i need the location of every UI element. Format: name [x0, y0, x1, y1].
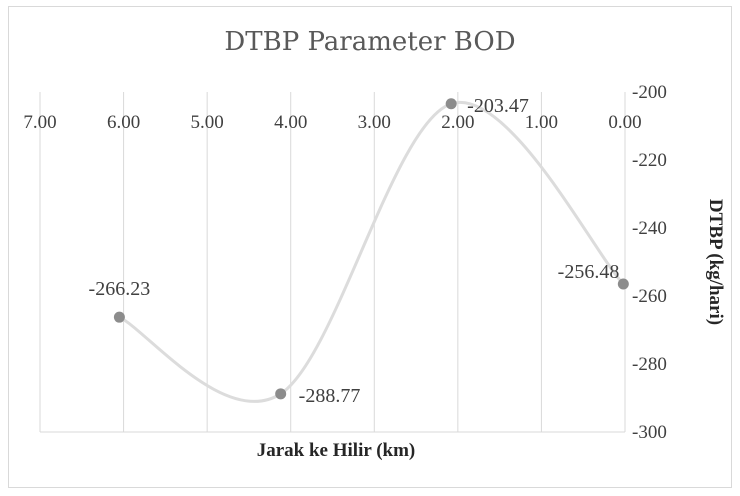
y-tick-label: -240	[632, 218, 667, 239]
data-point	[113, 311, 125, 323]
x-tick-label: 2.00	[441, 112, 474, 133]
chart-frame	[8, 6, 732, 488]
x-tick-label: 3.00	[358, 112, 391, 133]
data-label: -266.23	[89, 278, 151, 300]
gridlines	[39, 92, 626, 433]
data-label: -203.47	[467, 95, 529, 117]
x-tick-label: 0.00	[608, 112, 641, 133]
series-line	[118, 100, 625, 403]
y-tick-label: -220	[632, 150, 667, 171]
x-tick-label: 1.00	[525, 112, 558, 133]
x-tick-label: 6.00	[107, 112, 140, 133]
chart-title: DTBP Parameter BOD	[224, 27, 515, 57]
data-point	[445, 98, 457, 110]
data-label: -288.77	[299, 385, 361, 407]
x-tick-labels: 7.00 6.00 5.00 4.00 3.00 2.00 1.00 0.00	[23, 112, 641, 133]
data-labels: -266.23 -288.77 -203.47 -256.48	[89, 95, 620, 407]
data-point	[617, 278, 629, 290]
x-tick-label: 7.00	[23, 112, 56, 133]
y-axis-label: DTBP (kg/hari)	[705, 199, 726, 325]
y-tick-label: -200	[632, 82, 667, 103]
data-point	[275, 388, 287, 400]
y-tick-label: -260	[632, 286, 667, 307]
x-tick-label: 5.00	[191, 112, 224, 133]
y-tick-label: -280	[632, 354, 667, 375]
y-tick-labels: -200 -220 -240 -260 -280 -300	[632, 82, 667, 443]
x-axis-label: Jarak ke Hilir (km)	[257, 440, 416, 461]
x-tick-label: 4.00	[274, 112, 307, 133]
data-points	[113, 98, 629, 400]
y-tick-label: -300	[632, 422, 667, 443]
data-label: -256.48	[558, 261, 620, 283]
